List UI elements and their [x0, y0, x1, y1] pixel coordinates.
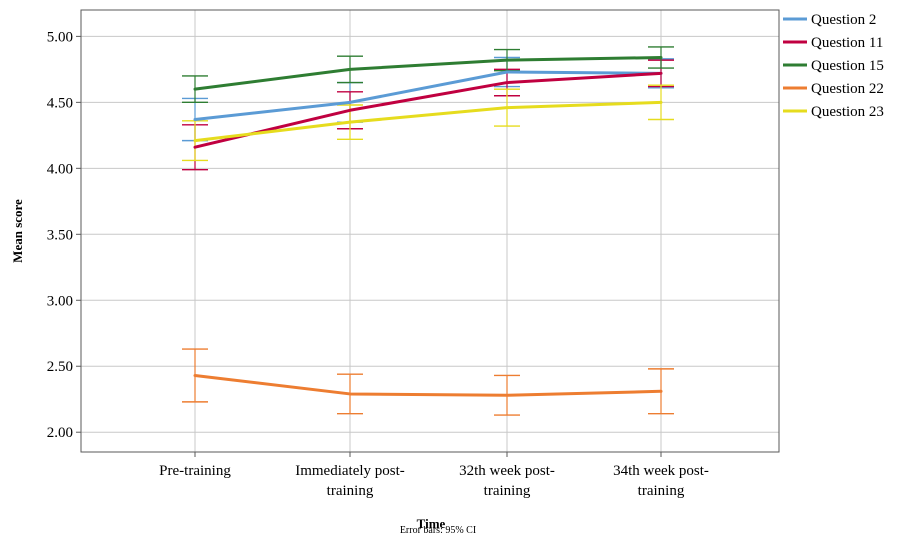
- legend-item: Question 23: [783, 104, 884, 120]
- x-tick-label-line: training: [484, 483, 531, 499]
- x-tick-label-line: 32th week post-: [459, 463, 555, 479]
- legend-item: Question 15: [783, 58, 884, 74]
- legend-label: Question 23: [811, 104, 884, 120]
- legend-item: Question 11: [783, 35, 883, 51]
- y-tick-label: 3.00: [47, 293, 73, 309]
- y-axis-ticks: 2.00 2.50 3.00 3.50 4.00 4.50 5.00: [47, 29, 81, 441]
- x-tick-label-line: Pre-training: [159, 463, 231, 479]
- error-bars-question-15: [182, 46, 674, 104]
- error-bar-footnote: Error bars: 95% CI: [400, 525, 476, 536]
- legend-label: Question 22: [811, 81, 884, 97]
- legend-item: Question 22: [783, 81, 884, 97]
- x-tick-label: Immediately post-training: [295, 463, 405, 499]
- plot-area-border: [80, 9, 780, 453]
- x-tick-label: Pre-training: [159, 463, 231, 479]
- y-tick-label: 3.50: [47, 227, 73, 243]
- y-tick-label: 4.00: [47, 161, 73, 177]
- x-tick-label-line: training: [327, 483, 374, 499]
- y-tick-label: 5.00: [47, 29, 73, 45]
- legend-item: Question 2: [783, 12, 876, 28]
- series-line-question-22: [193, 373, 663, 397]
- y-axis-title: Mean score: [10, 199, 25, 263]
- y-tick-label: 2.00: [47, 425, 73, 441]
- y-tick-label: 2.50: [47, 359, 73, 375]
- y-tick-label: 4.50: [47, 95, 73, 111]
- legend: Question 2 Question 11 Question 15 Question…: [783, 12, 884, 120]
- x-tick-label-line: training: [638, 483, 685, 499]
- legend-label: Question 15: [811, 58, 884, 74]
- series-line-question-23: [193, 100, 663, 143]
- x-tick-label: 32th week post-training: [459, 463, 555, 499]
- legend-label: Question 11: [811, 35, 883, 51]
- x-tick-label-line: Immediately post-: [295, 463, 405, 479]
- error-bars-question-2: [182, 56, 674, 142]
- series-line-question-2: [193, 70, 663, 122]
- x-axis-title: Time: [417, 516, 446, 531]
- x-tick-label-line: 34th week post-: [613, 463, 709, 479]
- legend-label: Question 2: [811, 12, 876, 28]
- series-line-question-11: [193, 71, 663, 149]
- x-tick-label: 34th week post-training: [613, 463, 709, 499]
- series-line-question-15: [193, 55, 663, 91]
- series-lines: [193, 55, 663, 397]
- x-axis-ticks: Pre-training Immediately post-training32t…: [159, 452, 709, 499]
